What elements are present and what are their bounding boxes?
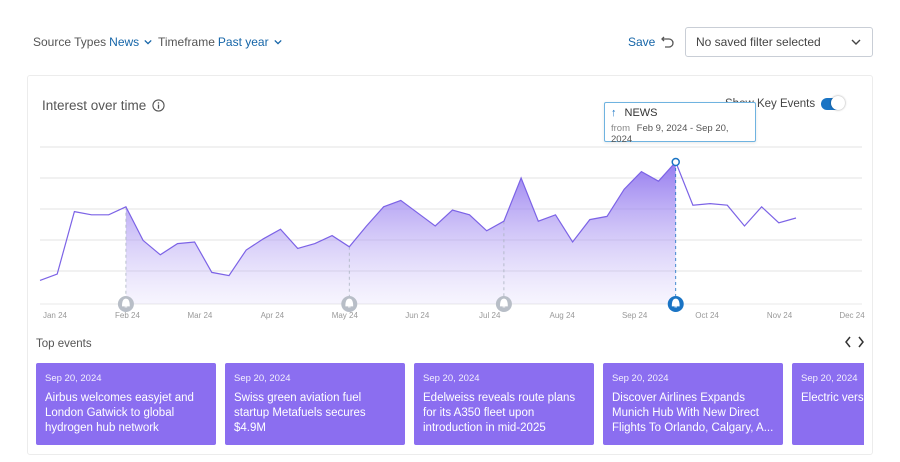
event-date: Sep 20, 2024 — [423, 373, 480, 384]
tooltip-series: NEWS — [624, 107, 658, 119]
timeframe-value: Past year — [217, 35, 269, 49]
highlight-area — [125, 162, 676, 304]
undo-icon[interactable] — [660, 33, 676, 49]
save-button[interactable]: Save — [628, 35, 656, 49]
event-card[interactable]: Sep 20, 2024 Discover Airlines Expands M… — [603, 363, 783, 445]
bell-icon[interactable] — [117, 296, 134, 312]
x-tick-label: Jul 24 — [479, 311, 501, 320]
x-tick-label: Dec 24 — [839, 311, 865, 320]
x-tick-label: Oct 24 — [695, 311, 719, 320]
x-tick-label: Nov 24 — [767, 311, 793, 320]
event-date: Sep 20, 2024 — [612, 373, 669, 384]
arrow-up-icon: ↑ — [611, 107, 617, 119]
series-line-news — [39, 160, 797, 281]
x-tick-label: Apr 24 — [261, 311, 285, 320]
source-types-filter[interactable]: Source Types News — [33, 35, 152, 49]
chevron-left-icon[interactable] — [844, 336, 852, 348]
event-card[interactable]: Sep 20, 2024 Airbus welcomes easyjet and… — [36, 363, 216, 445]
event-headline: Swiss green aviation fuel startup Metafu… — [234, 392, 366, 434]
timeframe-filter[interactable]: Timeframe Past year — [158, 35, 282, 49]
event-card[interactable]: Sep 20, 2024 Edelweiss reveals route pla… — [414, 363, 594, 445]
chart-title: Interest over time — [42, 98, 165, 113]
event-headline: Edelweiss reveals route plans for its A3… — [423, 392, 576, 434]
timeframe-label: Timeframe — [158, 35, 215, 49]
chevron-right-icon[interactable] — [857, 336, 865, 348]
key-events-toggle[interactable] — [821, 96, 846, 110]
x-tick-label: Sep 24 — [622, 311, 648, 320]
tooltip-from-label: from — [611, 123, 630, 134]
event-headline: Discover Airlines Expands Munich Hub Wit… — [612, 392, 774, 434]
bell-icon[interactable] — [495, 296, 512, 312]
event-date: Sep 20, 2024 — [801, 373, 858, 384]
source-types-label: Source Types — [33, 35, 107, 49]
event-card[interactable]: Sep 20, 2024 Electric versus vehicles — [792, 363, 864, 445]
events-carousel: Sep 20, 2024 Airbus welcomes easyjet and… — [36, 363, 864, 445]
info-icon[interactable] — [152, 99, 165, 112]
top-events-title: Top events — [36, 338, 92, 350]
chevron-down-icon — [851, 39, 861, 45]
event-date: Sep 20, 2024 — [234, 373, 291, 384]
tooltip-range: Feb 9, 2024 - Sep 20, 2024 — [611, 123, 729, 145]
x-tick-label: Aug 24 — [550, 311, 576, 320]
chart-title-text: Interest over time — [42, 98, 147, 113]
x-tick-label: Jan 24 — [43, 311, 68, 320]
source-types-value: News — [109, 35, 140, 49]
event-headline: Airbus welcomes easyjet and London Gatwi… — [45, 392, 194, 434]
x-tick-label: May 24 — [332, 311, 359, 320]
saved-filter-select[interactable]: No saved filter selected — [685, 27, 873, 57]
bell-icon[interactable] — [341, 296, 358, 312]
event-date: Sep 20, 2024 — [45, 373, 102, 384]
selected-point[interactable] — [671, 157, 680, 167]
saved-filter-value: No saved filter selected — [696, 35, 821, 49]
x-tick-label: Jun 24 — [405, 311, 430, 320]
x-tick-label: Feb 24 — [115, 311, 140, 320]
chevron-down-icon — [144, 39, 152, 45]
chart-tooltip: ↑ NEWS from Feb 9, 2024 - Sep 20, 2024 — [604, 102, 756, 145]
event-headline: Electric versus vehicles — [801, 392, 864, 404]
x-tick-label: Mar 24 — [187, 311, 212, 320]
chevron-down-icon — [273, 39, 282, 45]
bell-icon[interactable] — [667, 296, 684, 312]
event-card[interactable]: Sep 20, 2024 Swiss green aviation fuel s… — [225, 363, 405, 445]
